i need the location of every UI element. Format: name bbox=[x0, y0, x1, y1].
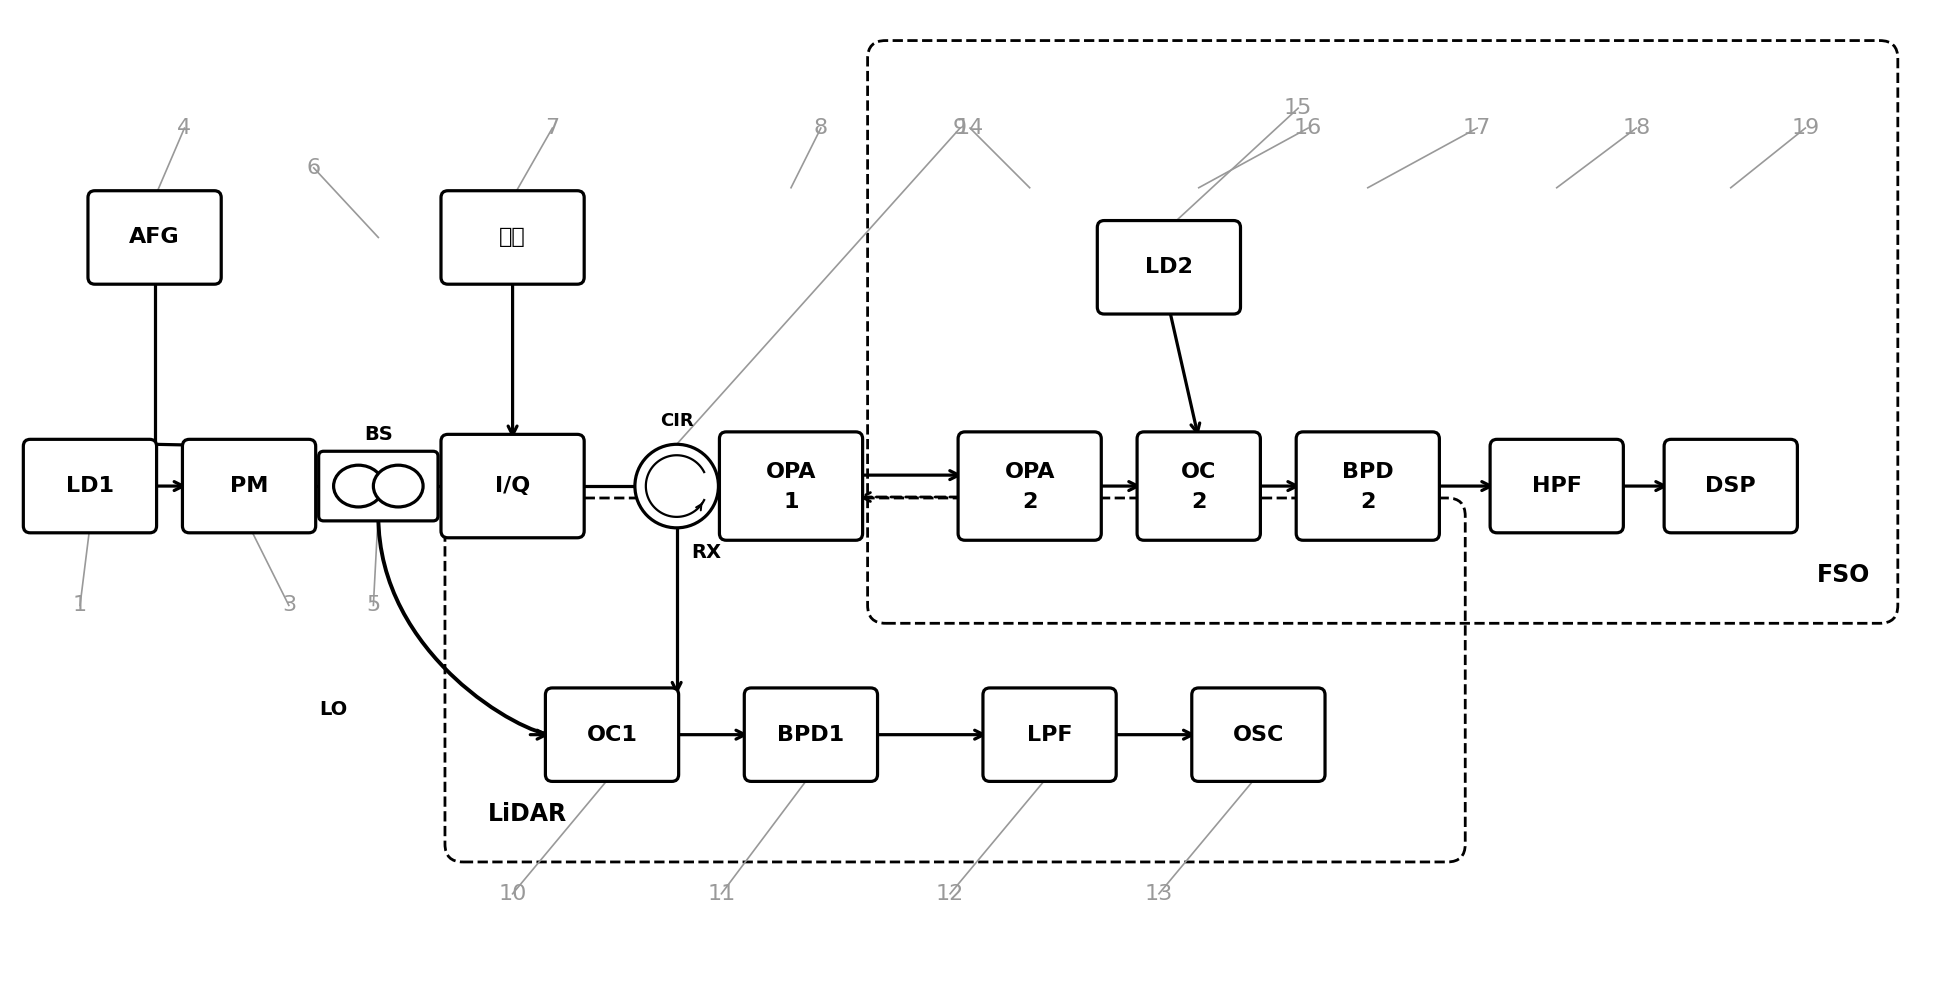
Text: OPA: OPA bbox=[765, 462, 816, 482]
Text: 7: 7 bbox=[545, 119, 559, 138]
Text: 2: 2 bbox=[1361, 492, 1375, 512]
Text: I/Q: I/Q bbox=[495, 476, 530, 496]
FancyBboxPatch shape bbox=[319, 451, 438, 521]
Text: 12: 12 bbox=[937, 883, 964, 903]
Text: 码源: 码源 bbox=[498, 227, 526, 247]
Text: 9: 9 bbox=[952, 119, 968, 138]
Text: 10: 10 bbox=[498, 883, 528, 903]
FancyBboxPatch shape bbox=[1489, 439, 1624, 533]
Text: 13: 13 bbox=[1145, 883, 1174, 903]
Text: 1: 1 bbox=[72, 596, 88, 616]
FancyBboxPatch shape bbox=[983, 688, 1116, 782]
FancyBboxPatch shape bbox=[1192, 688, 1326, 782]
FancyBboxPatch shape bbox=[958, 432, 1102, 540]
Text: OC: OC bbox=[1182, 462, 1217, 482]
Text: 4: 4 bbox=[177, 119, 191, 138]
Text: 1: 1 bbox=[783, 492, 798, 512]
Text: LD2: LD2 bbox=[1145, 257, 1194, 277]
Text: LO: LO bbox=[319, 700, 349, 719]
Text: 5: 5 bbox=[366, 596, 380, 616]
Text: OSC: OSC bbox=[1232, 725, 1285, 745]
FancyBboxPatch shape bbox=[744, 688, 878, 782]
Text: OC1: OC1 bbox=[586, 725, 637, 745]
Text: LiDAR: LiDAR bbox=[489, 802, 567, 826]
Ellipse shape bbox=[333, 465, 384, 507]
FancyBboxPatch shape bbox=[720, 432, 863, 540]
FancyBboxPatch shape bbox=[440, 434, 584, 538]
FancyBboxPatch shape bbox=[1665, 439, 1797, 533]
Text: 18: 18 bbox=[1622, 119, 1651, 138]
Text: BPD: BPD bbox=[1341, 462, 1394, 482]
Text: RX: RX bbox=[691, 543, 722, 562]
FancyBboxPatch shape bbox=[1137, 432, 1260, 540]
Text: 11: 11 bbox=[707, 883, 736, 903]
Text: BS: BS bbox=[364, 425, 393, 444]
Text: 16: 16 bbox=[1295, 119, 1322, 138]
Text: 17: 17 bbox=[1462, 119, 1491, 138]
FancyBboxPatch shape bbox=[1297, 432, 1439, 540]
Text: PM: PM bbox=[230, 476, 269, 496]
Text: 15: 15 bbox=[1283, 99, 1312, 119]
Text: OPA: OPA bbox=[1005, 462, 1055, 482]
Text: CIR: CIR bbox=[660, 412, 693, 430]
Text: 8: 8 bbox=[814, 119, 827, 138]
Text: FSO: FSO bbox=[1817, 564, 1869, 588]
FancyBboxPatch shape bbox=[88, 190, 222, 284]
Text: AFG: AFG bbox=[129, 227, 179, 247]
FancyBboxPatch shape bbox=[545, 688, 680, 782]
Text: 6: 6 bbox=[306, 157, 321, 178]
Text: HPF: HPF bbox=[1532, 476, 1581, 496]
FancyBboxPatch shape bbox=[183, 439, 315, 533]
Circle shape bbox=[635, 444, 718, 528]
Text: 19: 19 bbox=[1791, 119, 1818, 138]
Ellipse shape bbox=[374, 465, 422, 507]
Text: LD1: LD1 bbox=[66, 476, 115, 496]
FancyBboxPatch shape bbox=[440, 190, 584, 284]
Text: BPD1: BPD1 bbox=[777, 725, 845, 745]
Text: 3: 3 bbox=[282, 596, 296, 616]
Text: 2: 2 bbox=[1192, 492, 1207, 512]
Text: 2: 2 bbox=[1022, 492, 1038, 512]
Text: LPF: LPF bbox=[1026, 725, 1073, 745]
Text: 14: 14 bbox=[956, 119, 983, 138]
FancyBboxPatch shape bbox=[1098, 220, 1240, 314]
Text: DSP: DSP bbox=[1706, 476, 1756, 496]
FancyBboxPatch shape bbox=[23, 439, 156, 533]
